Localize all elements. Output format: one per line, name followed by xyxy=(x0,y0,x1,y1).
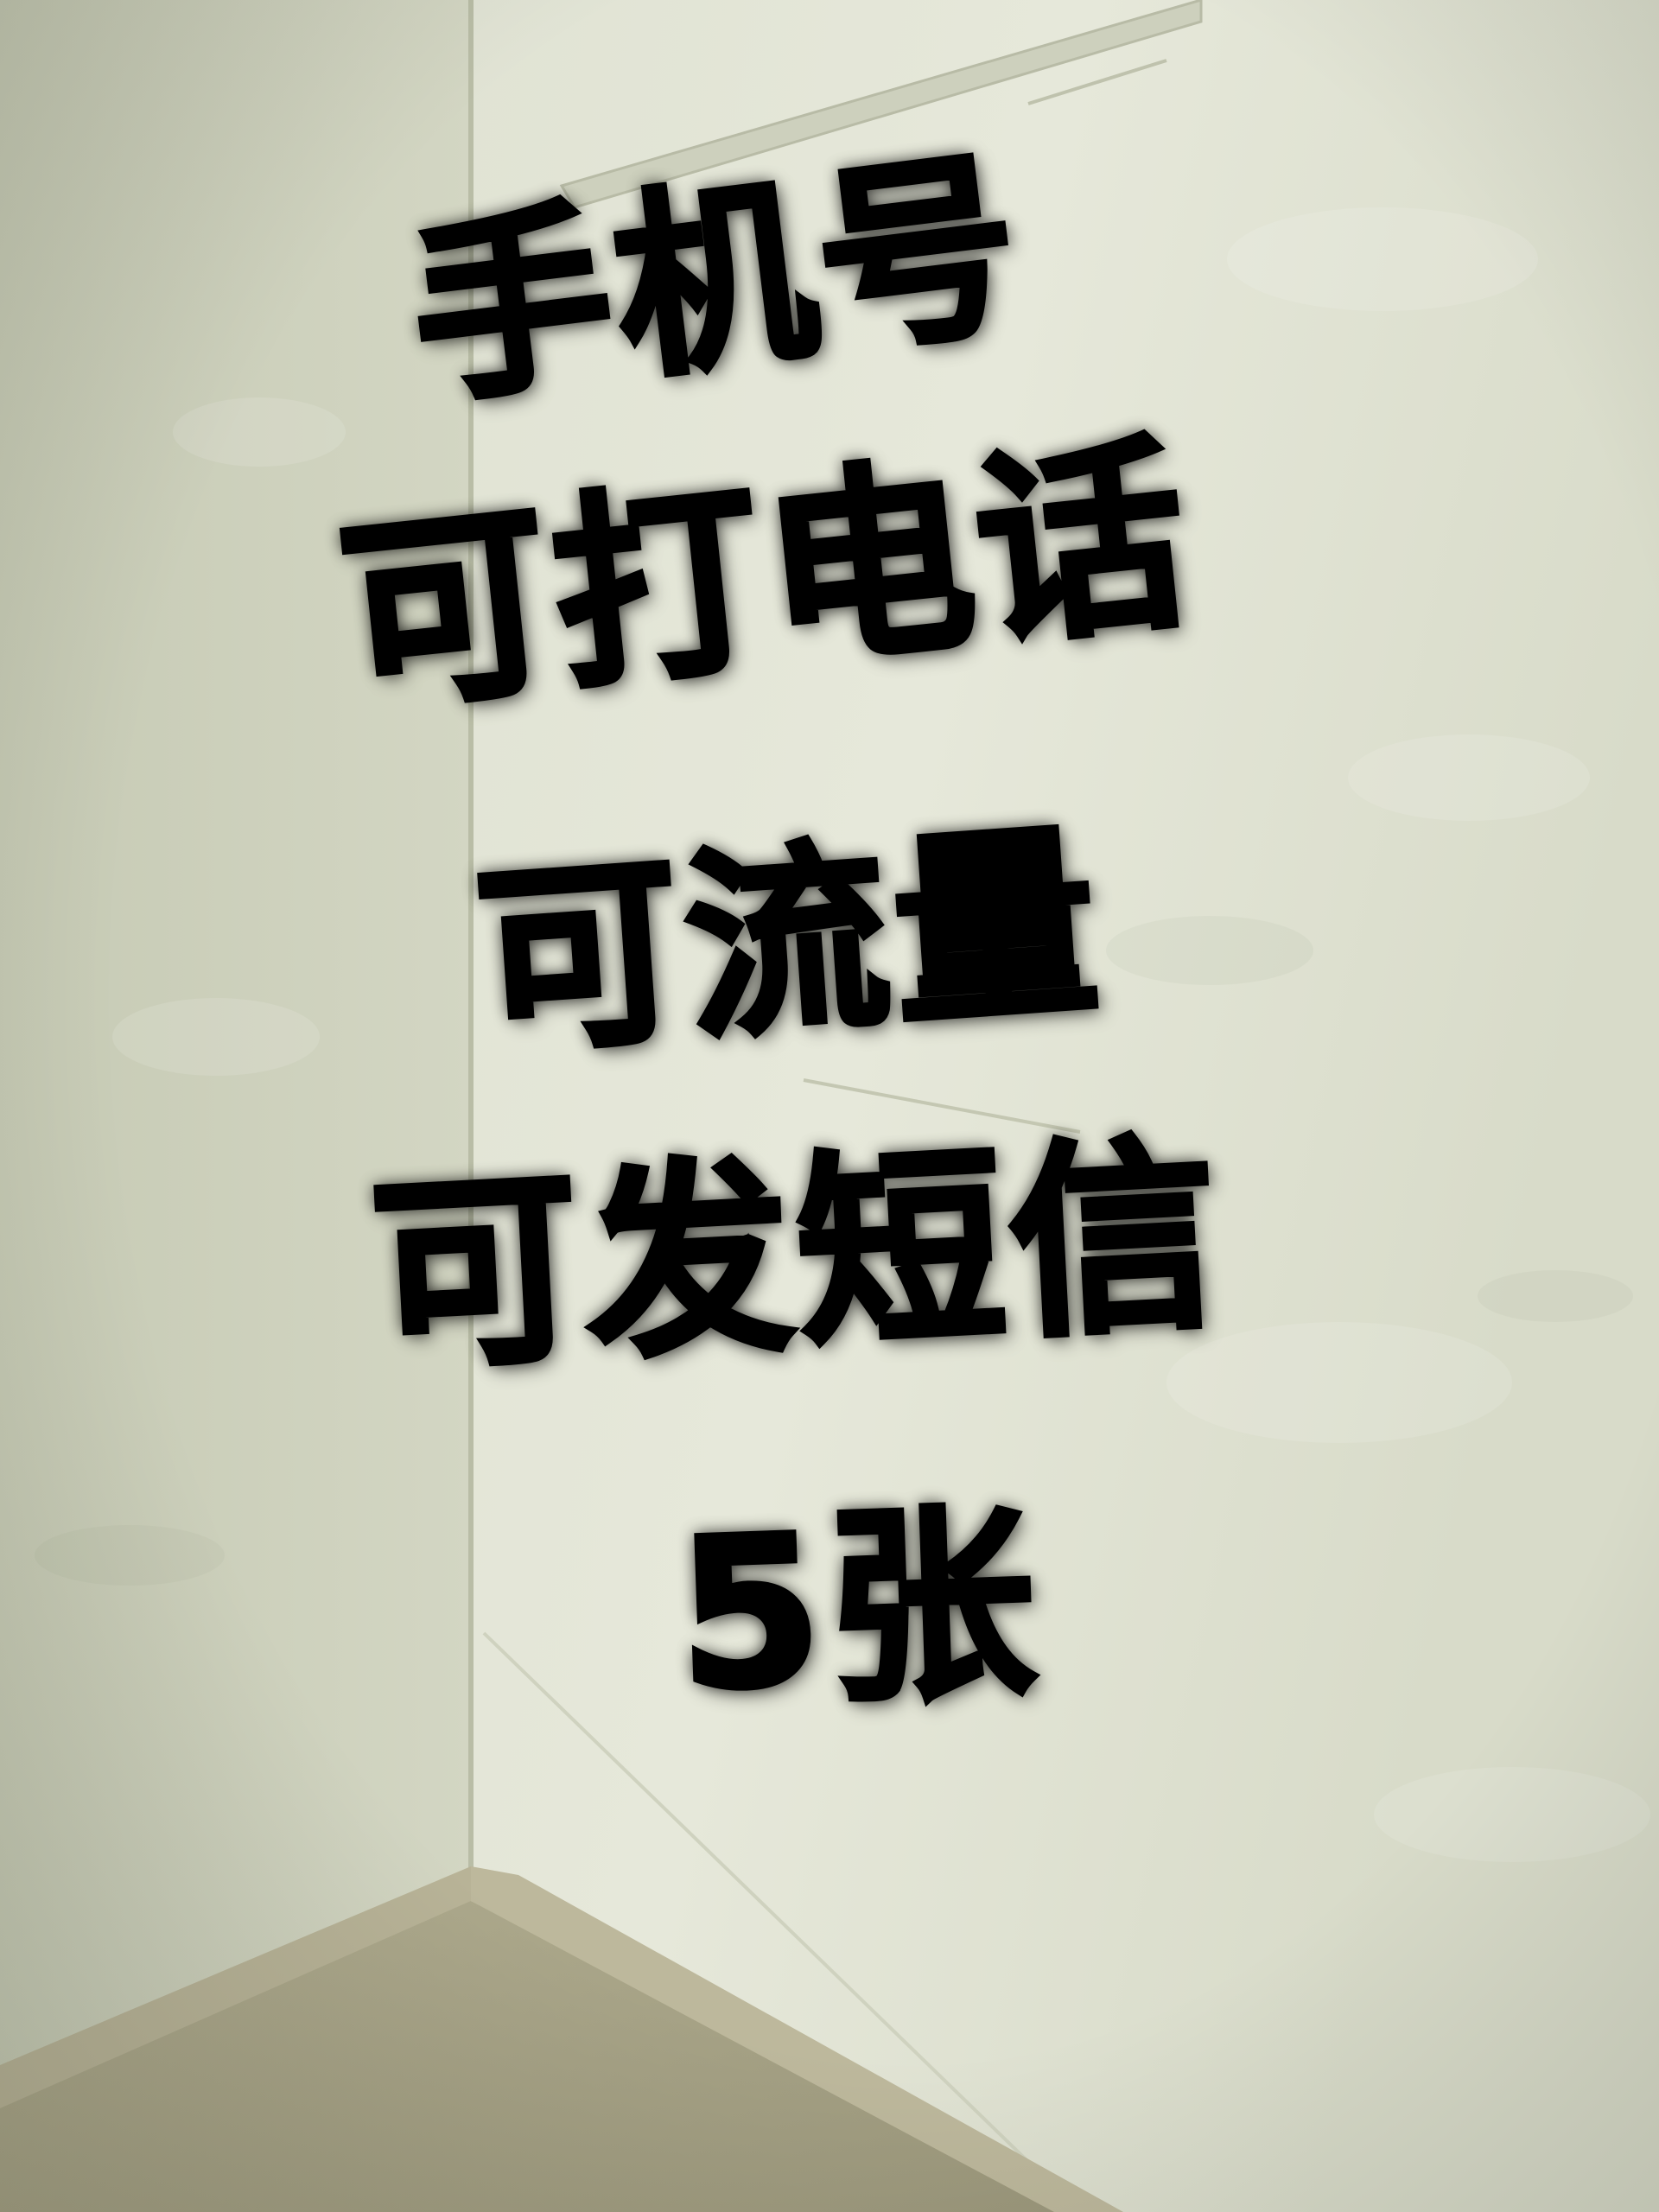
caption-line-data: 可流量 xyxy=(467,802,1112,1086)
caption-line-sms: 可发短信 xyxy=(364,1111,1230,1402)
caption-line-calls: 可打电话 xyxy=(328,410,1205,744)
caption-line-phone-number: 手机号 xyxy=(397,127,1038,435)
caption-line-quantity: 5张 xyxy=(671,1479,1046,1738)
